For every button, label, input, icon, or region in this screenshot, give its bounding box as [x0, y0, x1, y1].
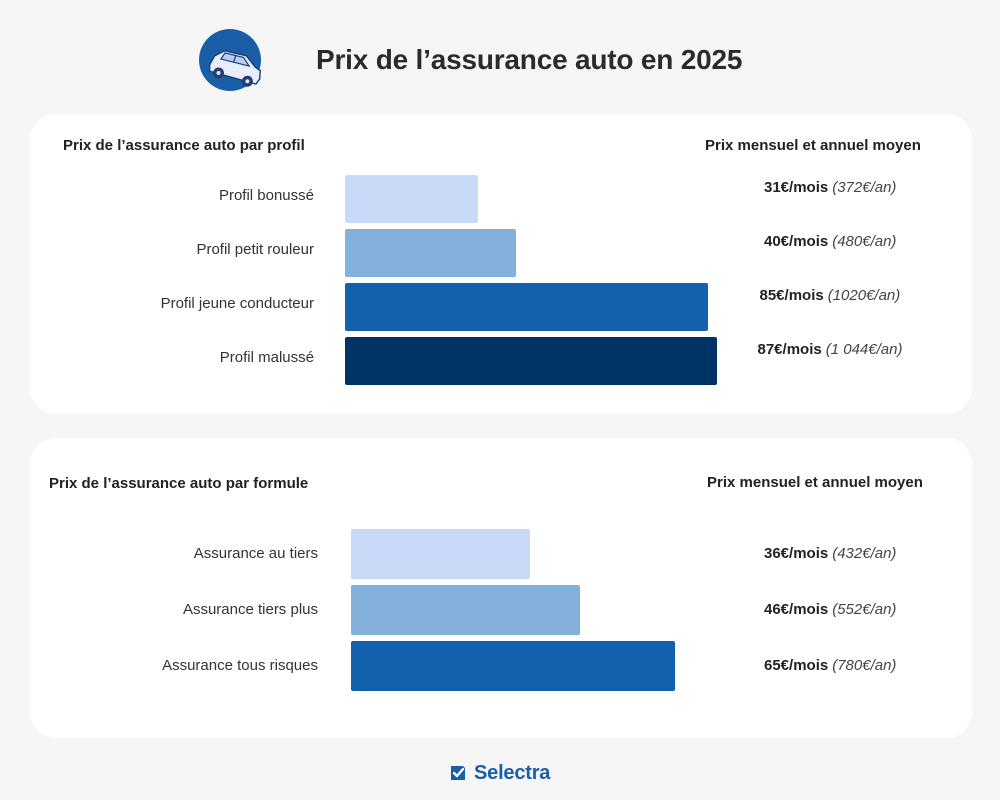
- category-label: Assurance tiers plus: [182, 601, 318, 618]
- price-label: 46€/mois (552€/an): [764, 601, 896, 618]
- price-label: 87€/mois (1 044€/an): [758, 341, 903, 358]
- formula-chart-card: Prix de l’assurance auto par formule Pri…: [30, 438, 972, 738]
- price-label: 31€/mois (372€/an): [764, 179, 896, 196]
- monthly-price: 31€/mois: [764, 179, 829, 196]
- category-label: Profil jeune conducteur: [160, 295, 314, 312]
- price-label: 85€/mois (1020€/an): [760, 287, 901, 304]
- value-column-title: Prix mensuel et annuel moyen: [707, 474, 923, 491]
- annual-price: (1 044€/an): [825, 341, 903, 358]
- monthly-price: 46€/mois: [764, 601, 829, 618]
- bar: [345, 175, 478, 223]
- annual-price: (1020€/an): [827, 287, 901, 304]
- bar: [345, 283, 708, 331]
- price-label: 36€/mois (432€/an): [764, 545, 896, 562]
- price-label: 65€/mois (780€/an): [764, 657, 896, 674]
- bar: [345, 337, 717, 385]
- monthly-price: 65€/mois: [764, 657, 829, 674]
- annual-price: (780€/an): [832, 657, 897, 674]
- category-label: Assurance tous risques: [162, 657, 318, 674]
- category-label: Assurance au tiers: [193, 545, 318, 562]
- page-title: Prix de l’assurance auto en 2025: [316, 44, 743, 75]
- category-label: Profil petit rouleur: [196, 241, 314, 258]
- annual-price: (552€/an): [832, 601, 897, 618]
- bar: [351, 641, 675, 691]
- category-label: Profil malussé: [219, 349, 314, 366]
- monthly-price: 87€/mois: [757, 341, 822, 358]
- category-label: Profil bonussé: [218, 187, 314, 204]
- monthly-price: 36€/mois: [764, 545, 829, 562]
- bar: [351, 585, 580, 635]
- logo-text: Selectra: [474, 761, 551, 784]
- monthly-price: 85€/mois: [759, 287, 824, 304]
- car-icon: [199, 29, 261, 91]
- profile-chart-card: Prix de l’assurance auto par profil Prix…: [30, 114, 972, 414]
- bar: [345, 229, 516, 277]
- annual-price: (372€/an): [832, 179, 897, 196]
- check-badge-icon: [451, 766, 465, 780]
- chart-title: Prix de l’assurance auto par profil: [63, 137, 305, 154]
- bar: [351, 529, 530, 579]
- annual-price: (480€/an): [832, 233, 897, 250]
- monthly-price: 40€/mois: [764, 233, 829, 250]
- value-column-title: Prix mensuel et annuel moyen: [705, 137, 921, 154]
- annual-price: (432€/an): [832, 545, 897, 562]
- price-label: 40€/mois (480€/an): [764, 233, 896, 250]
- selectra-logo: Selectra: [448, 760, 550, 786]
- chart-title: Prix de l’assurance auto par formule: [49, 475, 309, 492]
- header: Prix de l’assurance auto en 2025: [0, 0, 1000, 110]
